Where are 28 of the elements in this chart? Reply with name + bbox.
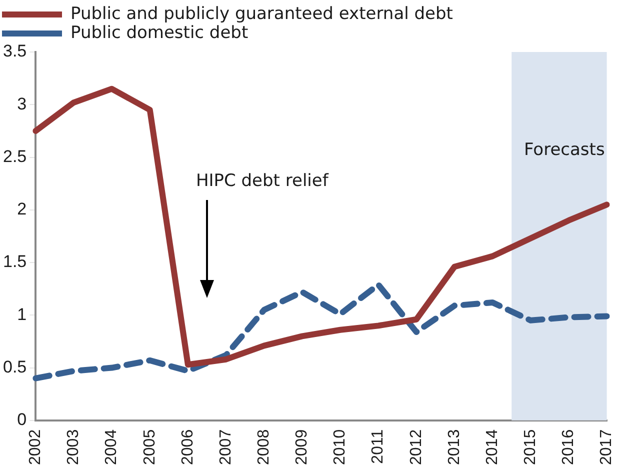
x-tick-label: 2011: [370, 429, 387, 464]
x-tick-label: 2005: [141, 429, 158, 465]
x-tick-label: 2010: [332, 429, 349, 465]
x-tick-label: 2016: [560, 429, 578, 465]
y-tick-label: 2: [17, 200, 27, 219]
x-tick-label: 2013: [446, 429, 463, 465]
x-tick-label: 2017: [598, 429, 616, 465]
x-tick-label: 2002: [27, 429, 44, 465]
y-tick-label: 0.5: [2, 357, 27, 376]
annotation: HIPC debt relief: [196, 170, 330, 191]
x-tick-label: 2012: [408, 429, 425, 465]
x-tick-label: 2008: [256, 429, 273, 465]
y-tick-label: 2.5: [2, 146, 27, 166]
x-tick-label: 2009: [294, 429, 311, 465]
y-tick-label: 1.5: [2, 252, 27, 272]
x-tick-label: 2014: [484, 429, 501, 465]
legend-label: Public and publicly guaranteed external debt: [70, 4, 454, 24]
y-tick-label: 0: [17, 410, 27, 430]
x-tick-label: 2006: [179, 429, 196, 465]
x-tick-label: 2015: [522, 429, 540, 465]
band-label: Forecasts: [524, 140, 605, 160]
legend-label: Public domestic debt: [70, 22, 248, 43]
y-tick-label: 3.5: [2, 42, 27, 61]
x-tick-label: 2004: [103, 429, 120, 465]
x-tick-label: 2003: [65, 429, 82, 465]
y-tick-label: 1: [17, 304, 27, 324]
x-tick-label: 2007: [217, 429, 234, 465]
y-tick-label: 3: [17, 94, 27, 114]
